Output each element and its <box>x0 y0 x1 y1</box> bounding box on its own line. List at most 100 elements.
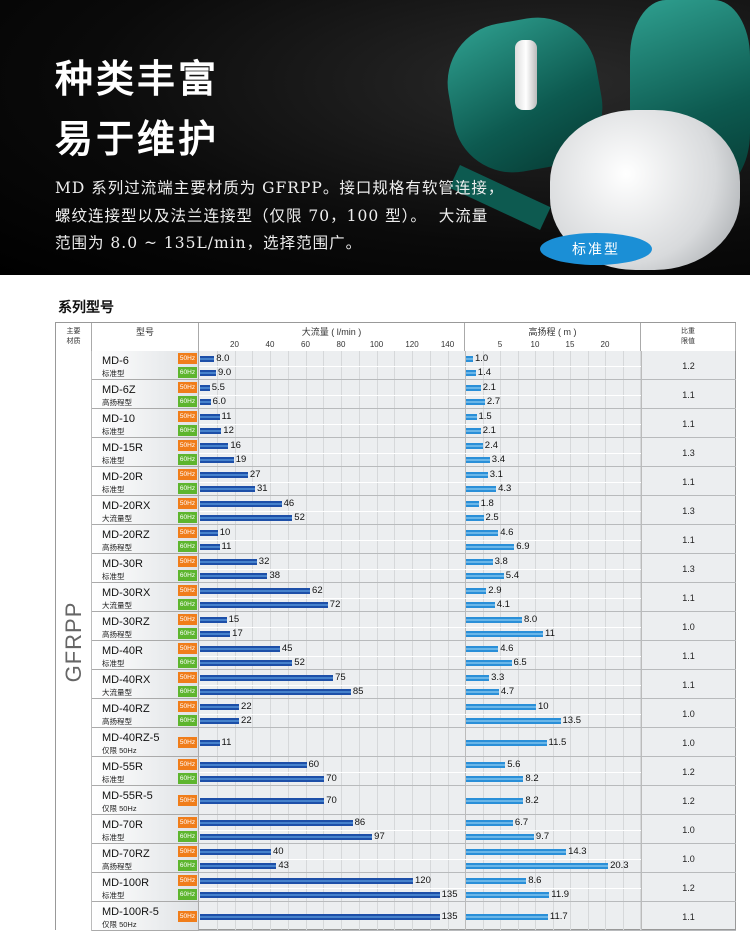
head-value-label: 2.1 <box>482 381 496 393</box>
flow-value-label: 11 <box>221 410 232 422</box>
hz-badge-60hz: 60Hz <box>178 541 197 553</box>
model-type: 标准型 <box>102 833 125 842</box>
model-name: MD-40RX <box>102 674 151 686</box>
model-type: 标准型 <box>102 572 125 581</box>
flow-bar <box>200 848 271 855</box>
specific-gravity-value: 1.1 <box>682 476 695 487</box>
flow-bar <box>200 761 307 768</box>
subrow-divider <box>199 510 641 512</box>
flow-value-label: 11 <box>221 736 232 748</box>
flow-bar <box>200 558 257 565</box>
header-model: 型号 <box>92 323 199 351</box>
desc-line: 螺纹连接型以及法兰连接型（仅限 70，100 型）。 大流量 <box>55 206 489 225</box>
hz-badge-50hz: 50Hz <box>178 498 197 510</box>
flow-bar <box>200 587 311 594</box>
hz-badge-60hz: 60Hz <box>178 396 197 408</box>
head-bar <box>466 572 504 579</box>
row-divider <box>199 379 736 380</box>
flow-gridline <box>341 351 342 931</box>
row-divider <box>199 524 736 525</box>
flow-bar <box>200 703 240 710</box>
model-type: 大流量型 <box>102 688 132 697</box>
head-value-label: 4.1 <box>496 598 510 610</box>
row-divider <box>199 785 736 786</box>
flow-bar <box>200 572 268 579</box>
flow-tick-label: 140 <box>440 340 455 349</box>
model-type: 高扬程型 <box>102 630 132 639</box>
flow-value-label: 32 <box>258 555 270 567</box>
head-bar <box>466 688 499 695</box>
specific-gravity-value: 1.0 <box>682 708 695 719</box>
head-bar <box>466 913 548 920</box>
flow-bar <box>200 601 328 608</box>
row-divider <box>199 872 736 873</box>
flow-bar <box>200 616 227 623</box>
flow-gridline <box>323 351 325 931</box>
flow-value-label: 31 <box>257 482 268 494</box>
head-value-label: 1.8 <box>480 497 494 509</box>
material-column <box>56 351 92 931</box>
hz-badge-50hz: 50Hz <box>178 737 197 748</box>
row-divider <box>199 437 736 438</box>
subrow-divider <box>199 365 641 367</box>
head-gridline <box>605 351 606 931</box>
flow-value-label: 52 <box>294 656 305 668</box>
flow-bar <box>200 688 351 695</box>
head-value-label: 4.7 <box>500 685 515 697</box>
flow-value-label: 97 <box>374 830 385 842</box>
head-value-label: 8.2 <box>525 794 539 806</box>
model-name: MD-20R <box>102 471 143 483</box>
head-bar <box>466 891 550 898</box>
head-gridline <box>622 351 624 931</box>
model-name: MD-30RX <box>102 587 151 599</box>
model-type: 高扬程型 <box>102 398 132 407</box>
specific-gravity-value: 1.0 <box>682 824 695 835</box>
specific-gravity-value: 1.0 <box>682 853 695 864</box>
specific-gravity-value: 1.0 <box>682 621 695 632</box>
head-gridline <box>482 351 484 931</box>
hz-badge-60hz: 60Hz <box>178 367 197 379</box>
row-divider <box>199 814 736 815</box>
flow-bar <box>200 384 210 391</box>
flow-bar <box>200 398 211 405</box>
head-bar <box>466 674 490 681</box>
model-type: 仅限 50Hz <box>102 746 137 755</box>
head-bar <box>466 398 485 405</box>
flow-bar <box>200 413 220 420</box>
flow-bar <box>200 529 218 536</box>
flow-value-label: 16 <box>230 439 241 451</box>
head-value-label: 5.6 <box>507 758 521 770</box>
row-divider <box>199 669 736 670</box>
flow-value-label: 6.0 <box>212 395 226 407</box>
head-value-label: 11.9 <box>551 888 570 900</box>
head-tick-label: 20 <box>600 340 610 349</box>
ratio-divider <box>641 351 642 931</box>
head-value-label: 3.3 <box>491 671 505 683</box>
model-name: MD-100R-5 <box>102 906 159 918</box>
head-bar <box>466 529 499 536</box>
model-type: 标准型 <box>102 427 125 436</box>
header-material: 主要 材质 <box>56 323 92 351</box>
head-bar <box>466 717 561 724</box>
head-bar <box>466 369 476 376</box>
flow-gridline <box>216 351 218 931</box>
flow-gridline <box>358 351 360 931</box>
flow-gridline <box>234 351 236 931</box>
header-ratio: 比重 限值 <box>641 323 736 351</box>
flow-gridline <box>429 351 431 931</box>
flow-gridline <box>287 351 289 931</box>
row-divider <box>199 611 736 612</box>
flow-value-label: 135 <box>441 888 458 900</box>
hz-badge-60hz: 60Hz <box>178 657 197 669</box>
flow-bar <box>200 427 222 434</box>
head-value-label: 3.4 <box>491 453 506 465</box>
model-type: 标准型 <box>102 891 125 900</box>
hz-badge-60hz: 60Hz <box>178 454 197 466</box>
model-name: MD-55R <box>102 761 143 773</box>
row-divider <box>199 495 736 496</box>
row-divider <box>199 843 736 844</box>
head-value-label: 20.3 <box>610 859 629 871</box>
flow-bar <box>200 442 229 449</box>
specific-gravity-value: 1.1 <box>682 679 695 690</box>
flow-tick-label: 80 <box>336 340 346 349</box>
